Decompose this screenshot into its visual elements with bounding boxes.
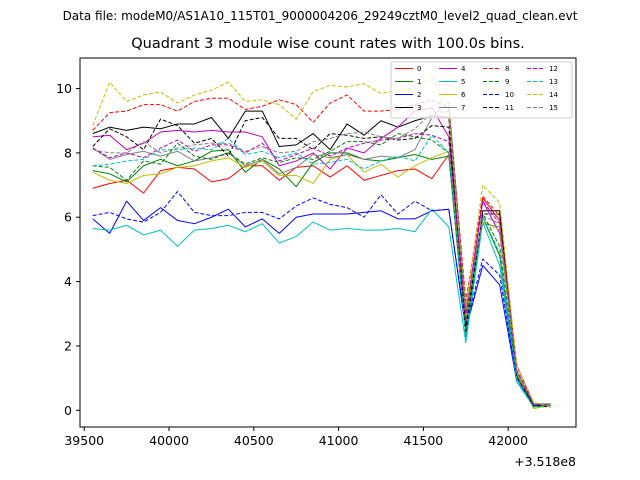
axes-layer: 39500 40000 40500 41000 41500 42000 0 2 4 6 8 10 — [56, 81, 528, 448]
legend-label-0: 0 — [417, 65, 421, 73]
legend-label-13: 13 — [549, 78, 558, 86]
legend-label-12: 12 — [549, 65, 558, 73]
y-tick-label: 6 — [64, 210, 72, 225]
legend-label-4: 4 — [461, 65, 466, 73]
series-line-12 — [92, 133, 551, 406]
x-tick-label: 42000 — [488, 433, 528, 448]
legend-label-6: 6 — [461, 91, 466, 99]
chart-title: Quadrant 3 module wise count rates with … — [131, 36, 525, 52]
legend-label-10: 10 — [505, 91, 514, 99]
legend-label-7: 7 — [461, 104, 465, 112]
y-tick-label: 8 — [64, 145, 72, 160]
legend-label-9: 9 — [505, 78, 509, 86]
y-tick-label: 4 — [64, 274, 72, 289]
x-tick-label: 40500 — [234, 433, 274, 448]
series-line-13 — [92, 134, 551, 408]
plot-frame — [79, 57, 577, 428]
legend-label-15: 15 — [549, 104, 558, 112]
series-line-10 — [92, 191, 551, 406]
legend-label-1: 1 — [417, 78, 421, 86]
series-line-14 — [92, 75, 551, 408]
series-layer — [92, 75, 551, 410]
series-line-11 — [92, 117, 551, 408]
legend-label-8: 8 — [505, 65, 509, 73]
legend-label-14: 14 — [549, 91, 558, 99]
legend-label-3: 3 — [417, 104, 421, 112]
y-tick-label: 0 — [64, 403, 72, 418]
series-line-9 — [92, 133, 551, 408]
series-line-15 — [92, 110, 551, 405]
legend-label-2: 2 — [417, 91, 421, 99]
y-tick-label: 10 — [56, 81, 72, 96]
series-line-2 — [92, 200, 551, 406]
x-tick-label: 41000 — [319, 433, 359, 448]
data-file-caption: Data file: modeM0/AS1A10_115T01_90000042… — [63, 9, 578, 23]
legend-label-5: 5 — [461, 78, 465, 86]
legend-label-11: 11 — [505, 104, 514, 112]
x-tick-label: 39500 — [64, 433, 104, 448]
x-offset-label: +3.518e8 — [514, 454, 576, 469]
legend-box — [390, 61, 573, 119]
x-tick-label: 41500 — [404, 433, 444, 448]
y-tick-label: 2 — [64, 338, 72, 353]
x-tick-label: 40000 — [149, 433, 189, 448]
series-line-8 — [92, 94, 551, 408]
series-line-5 — [92, 208, 551, 408]
